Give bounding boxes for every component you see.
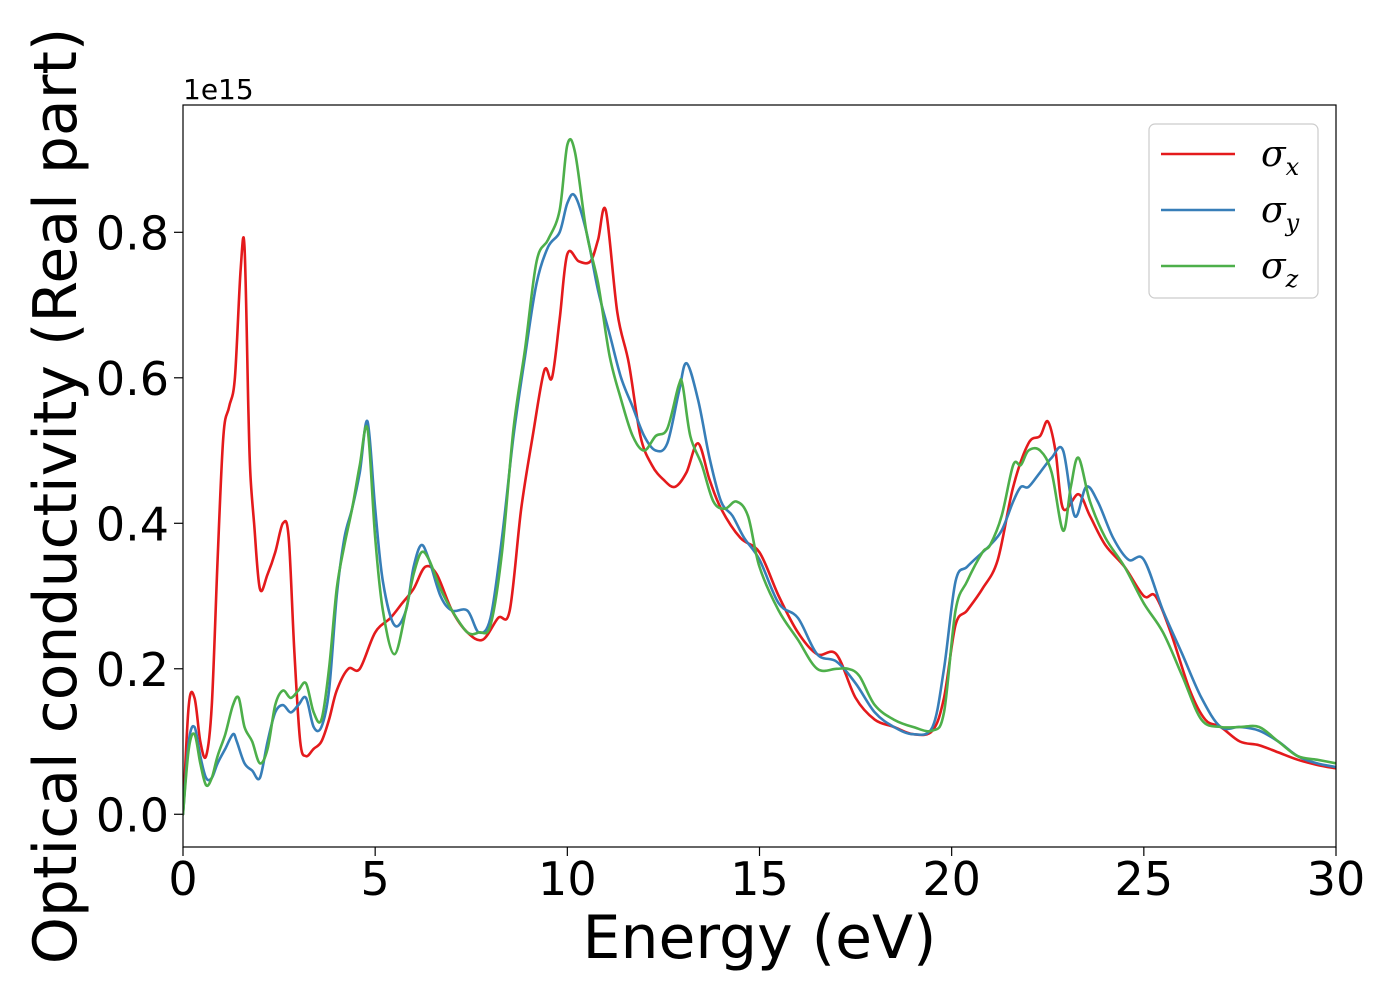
x-tick-label: 0 [168, 852, 197, 906]
x-tick-label: 25 [1115, 852, 1174, 906]
x-tick-label: 10 [538, 852, 597, 906]
legend-label-x: σx [1261, 134, 1300, 181]
x-tick-label: 30 [1307, 852, 1366, 906]
y-tick-label: 0.8 [96, 206, 169, 260]
x-axis: 0 5 10 15 20 25 30 [168, 847, 1365, 906]
series-layer [183, 137, 1336, 816]
series-line-x [183, 206, 1336, 816]
y-tick-label: 0.4 [96, 497, 169, 551]
legend-label-y: σy [1261, 190, 1300, 237]
series-line-y [183, 192, 1336, 816]
x-tick-label: 15 [730, 852, 789, 906]
y-axis-label: Optical conductivity (Real part) [21, 28, 91, 965]
x-tick-label: 5 [361, 852, 390, 906]
y-tick-label: 0.6 [96, 352, 169, 406]
series-line-z [183, 137, 1336, 816]
y-offset-label: 1e15 [183, 73, 254, 106]
y-tick-label: 0.2 [96, 643, 169, 697]
x-axis-label: Energy (eV) [583, 903, 937, 973]
y-tick-label: 0.0 [96, 788, 169, 842]
y-axis: 0.0 0.2 0.4 0.6 0.8 [96, 206, 183, 842]
x-tick-label: 20 [922, 852, 981, 906]
